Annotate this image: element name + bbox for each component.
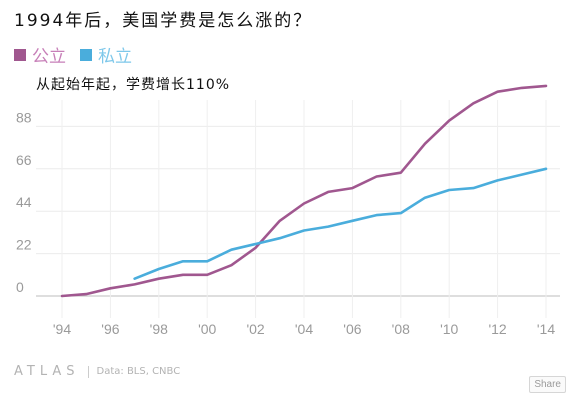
x-tick-label: '08	[392, 321, 410, 337]
legend-swatch-private	[80, 48, 92, 61]
legend-label-public: 公立	[32, 47, 66, 67]
grid-lines	[36, 100, 560, 318]
x-tick-label: '94	[53, 321, 71, 337]
x-tick-label: '96	[101, 321, 119, 337]
legend-label-private: 私立	[98, 47, 132, 67]
legend-item-public: 公立	[14, 42, 66, 67]
legend: 公立 私立	[14, 42, 132, 67]
x-tick-label: '04	[295, 321, 313, 337]
y-axis-ticks: 0 22 44 66 88	[16, 109, 32, 295]
legend-swatch-public	[14, 48, 26, 61]
series-lines	[60, 84, 548, 298]
chart-annotation: 从起始年起，学费增长110%	[36, 77, 231, 93]
brand-logo: ATLAS	[14, 364, 80, 379]
x-tick-label: '06	[343, 321, 361, 337]
share-button[interactable]: Share	[529, 376, 566, 393]
y-tick-label: 0	[16, 279, 24, 295]
footer: ATLAS Data: BLS, CNBC	[14, 364, 180, 379]
legend-item-private: 私立	[80, 42, 132, 67]
series-line-private	[133, 167, 548, 281]
footer-divider	[87, 365, 89, 378]
chart-title: 1994年后，美国学费是怎么涨的？	[14, 11, 313, 31]
series-line-public	[60, 84, 548, 298]
x-axis-ticks: '94 '96 '98 '00 '02 '04 '06 '08 '10 '12 '14	[53, 321, 555, 337]
y-tick-label: 66	[16, 152, 32, 168]
x-tick-label: '98	[150, 321, 168, 337]
x-tick-label: '10	[440, 321, 458, 337]
y-tick-label: 22	[16, 237, 32, 253]
x-tick-label: '14	[537, 321, 555, 337]
x-tick-label: '02	[246, 321, 264, 337]
x-tick-label: '12	[488, 321, 506, 337]
y-tick-label: 88	[16, 109, 32, 125]
data-source: Data: BLS, CNBC	[96, 366, 181, 377]
x-tick-label: '00	[198, 321, 216, 337]
y-tick-label: 44	[16, 194, 32, 210]
